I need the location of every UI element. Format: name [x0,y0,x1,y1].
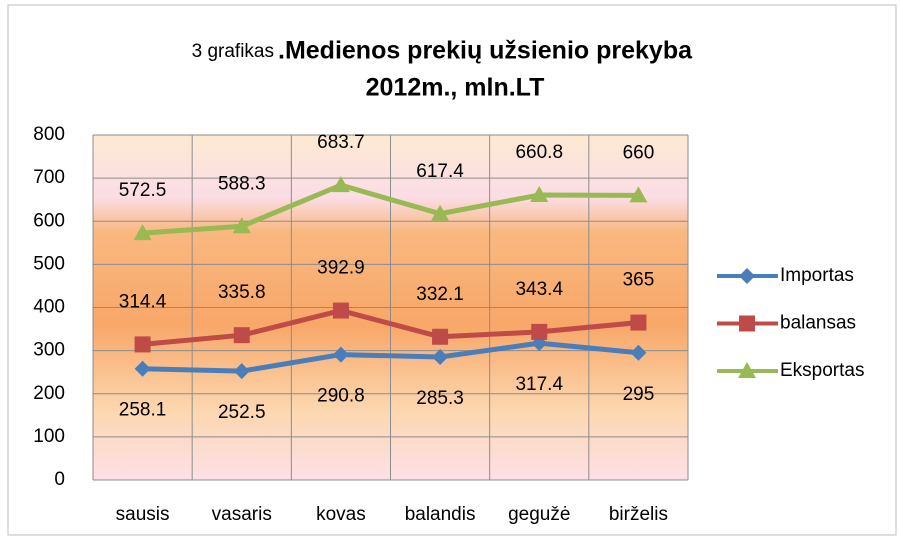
data-point [630,314,647,331]
data-label: 332.1 [416,284,464,305]
data-point [233,363,250,380]
y-tick-label: 500 [33,253,65,274]
data-point [232,217,251,234]
y-tick-label: 0 [54,469,65,490]
y-tick-label: 800 [33,124,65,145]
data-point [629,186,648,203]
data-point [432,328,449,345]
legend-label: Importas [780,265,854,286]
y-tick-label: 700 [33,167,65,188]
data-point [431,204,450,221]
y-tick-label: 200 [33,383,65,404]
data-label: 572.5 [119,180,167,201]
data-label: 314.4 [119,291,167,312]
data-label: 392.9 [317,258,365,279]
legend-marker [739,315,755,332]
data-label: 588.3 [218,173,266,194]
y-tick-label: 100 [33,426,65,447]
legend-label: Eksportas [780,360,864,381]
data-point [233,327,250,344]
data-point [432,348,449,365]
data-label: 365 [623,270,655,291]
legend-label: balansas [780,313,856,334]
data-label: 290.8 [317,386,365,407]
x-tick-label: balandis [405,504,476,525]
legend-marker [739,268,755,284]
data-point [630,344,647,361]
data-label: 617.4 [416,161,464,182]
y-tick-label: 600 [33,210,65,231]
x-tick-label: kovas [316,504,366,525]
data-point [134,360,151,377]
series-line [142,308,639,347]
y-tick-label: 400 [33,297,65,318]
data-label: 660.8 [515,142,563,163]
data-point [331,176,350,193]
data-point [133,224,152,241]
chart-title-line2: 2012m., mln.LT [366,74,545,102]
series-line [142,182,639,236]
x-tick-label: vasaris [212,504,272,525]
data-label: 343.4 [515,279,563,300]
data-point [531,323,548,340]
x-tick-label: birželis [609,504,668,525]
data-point [530,186,549,203]
chart-title-prefix: 3 grafikas [192,41,274,62]
data-label: 285.3 [416,388,464,409]
x-tick-label: sausis [116,504,170,525]
data-point [332,302,349,319]
data-point [332,346,349,363]
chart-title: .Medienos prekių užsienio prekyba [278,37,693,65]
data-label: 252.5 [218,402,266,423]
data-label: 683.7 [317,132,365,153]
data-label: 258.1 [119,400,167,421]
data-label: 317.4 [515,374,563,395]
x-tick-label: gegužė [508,504,570,525]
data-label: 335.8 [218,282,266,303]
series-line [142,340,639,374]
legend-marker [738,362,756,378]
data-point [134,336,151,353]
y-tick-label: 300 [33,340,65,361]
data-label: 660 [623,142,655,163]
data-label: 295 [623,384,655,405]
